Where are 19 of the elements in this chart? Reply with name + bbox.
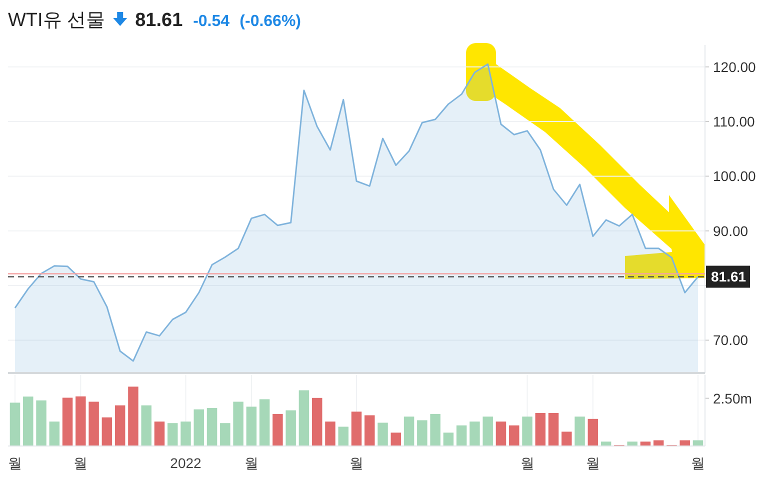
x-tick-label: 2022 [170, 455, 202, 471]
x-tick-label: 월 [244, 455, 258, 471]
text: -0.54 [193, 13, 230, 30]
x-tick-label: 월 [350, 455, 364, 471]
x-tick-label: 월 [8, 455, 22, 471]
y-tick-label: 120.00 [713, 58, 756, 75]
y-tick-label: 90.00 [713, 222, 748, 239]
x-tick-label: 월 [520, 455, 534, 471]
text: 81.61 [135, 10, 184, 31]
x-tick-label: 월 [691, 455, 705, 471]
x-tick-label: 월 [586, 455, 600, 471]
y-tick-label: 110.00 [713, 114, 755, 130]
x-tick-label: 월 [74, 455, 88, 471]
ref-line-label: 81.61 [711, 268, 746, 285]
y-tick-label: 2.50m [713, 390, 752, 406]
y-tick-label: 100.00 [713, 168, 756, 184]
y-tick-label: 70.00 [713, 332, 748, 348]
text: (-0.66%) [240, 13, 302, 30]
chart-title: WTI유 선물 [8, 10, 106, 31]
